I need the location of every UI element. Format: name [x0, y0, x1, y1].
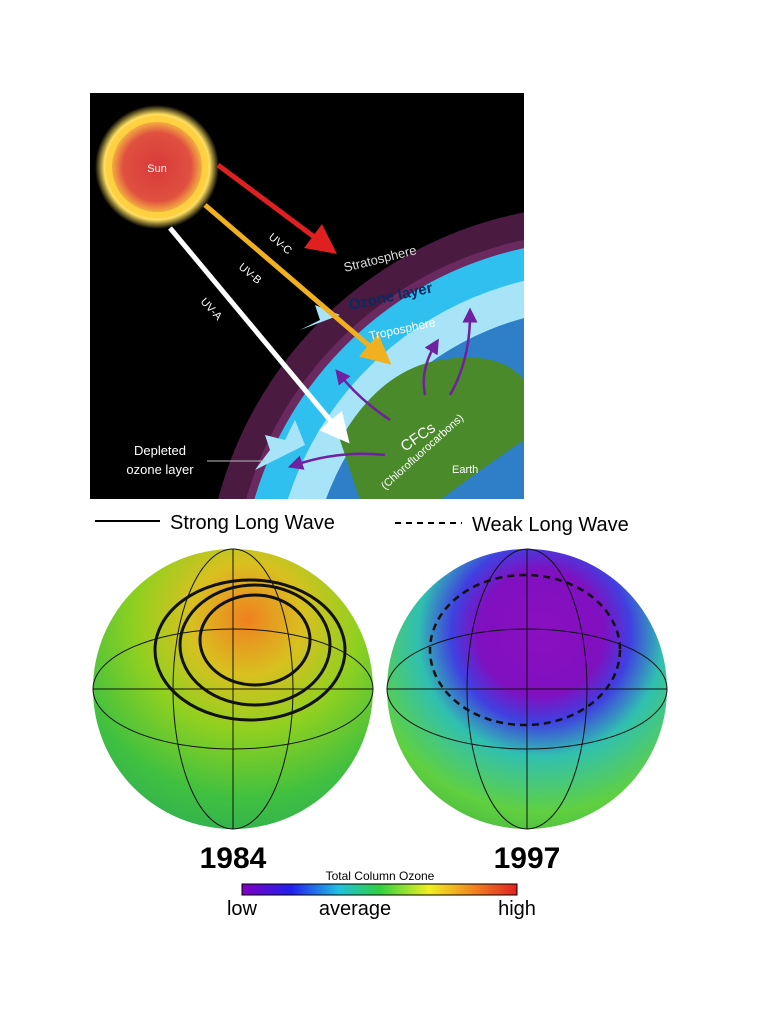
colorbar-high: high: [498, 898, 536, 920]
sun-label: Sun: [147, 163, 167, 175]
colorbar-title: Total Column Ozone: [326, 869, 435, 883]
year-label: 1984: [200, 842, 267, 875]
colorbar-average: average: [319, 898, 391, 920]
colorbar-low: low: [227, 898, 258, 920]
ozone-illustration: Sun UV-C UV-B UV-A Stratosphere Ozone la…: [90, 93, 524, 499]
globe-1984: [92, 548, 374, 830]
depleted-label: ozone layer: [126, 462, 194, 477]
year-label: 1997: [494, 842, 561, 875]
weak-wave-label: Weak Long Wave: [472, 514, 629, 536]
colorbar: [241, 883, 518, 896]
earth-label: Earth: [452, 464, 478, 476]
depleted-label: Depleted: [134, 443, 186, 458]
globe-1997: [386, 548, 668, 830]
strong-wave-label: Strong Long Wave: [170, 512, 335, 534]
